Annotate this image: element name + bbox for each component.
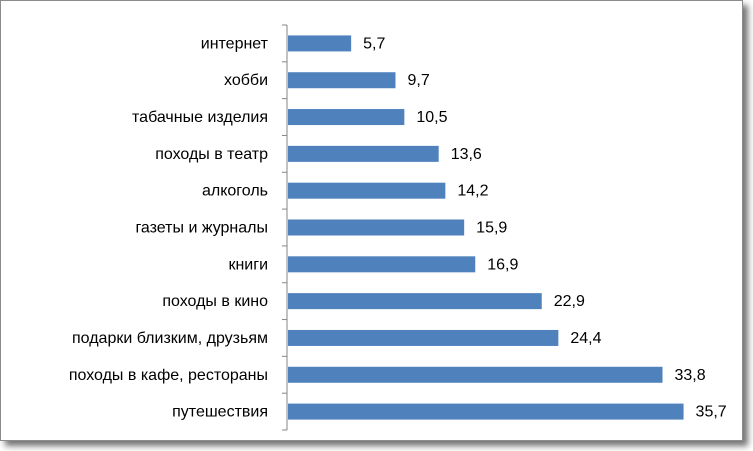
value-label: 35,7 xyxy=(696,404,727,421)
category-label: интернет xyxy=(201,35,269,52)
value-label: 24,4 xyxy=(570,330,601,347)
category-label: походы в кафе, рестораны xyxy=(69,367,268,384)
value-label: 10,5 xyxy=(416,109,447,126)
bar xyxy=(288,72,396,89)
category-labels: путешествия походы в кафе, рестораны подар… xyxy=(69,35,269,420)
bar xyxy=(288,109,405,126)
category-label: путешествия xyxy=(172,404,268,421)
bar xyxy=(288,219,465,236)
value-label: 14,2 xyxy=(457,183,488,200)
bar xyxy=(288,366,663,383)
category-label: походы в театр xyxy=(155,146,268,163)
bar xyxy=(288,35,352,52)
category-label: алкоголь xyxy=(202,183,268,200)
value-label: 9,7 xyxy=(407,72,429,89)
bar xyxy=(288,293,542,310)
bar xyxy=(288,256,476,273)
value-label: 5,7 xyxy=(363,35,385,52)
category-label: подарки близким, друзьям xyxy=(72,330,268,347)
bar xyxy=(288,329,559,346)
category-label: книги xyxy=(228,256,268,273)
chart-frame: путешествия походы в кафе, рестораны подар… xyxy=(0,0,743,441)
category-label: хобби xyxy=(224,72,268,89)
value-label: 15,9 xyxy=(476,220,507,237)
bar-chart: путешествия походы в кафе, рестораны подар… xyxy=(69,24,727,431)
bar xyxy=(288,182,446,199)
value-labels: 35,7 33,8 24,4 22,9 16,9 15,9 14,2 13,6 10,5 9,7 5… xyxy=(363,35,727,420)
category-label: табачные изделия xyxy=(132,109,268,126)
category-label: газеты и журналы xyxy=(135,220,268,237)
y-axis-ticks xyxy=(282,24,287,431)
bar xyxy=(288,145,439,162)
value-label: 13,6 xyxy=(451,146,482,163)
value-label: 16,9 xyxy=(487,256,518,273)
bars-layer xyxy=(288,35,684,420)
value-label: 33,8 xyxy=(675,367,706,384)
category-label: походы в кино xyxy=(162,293,268,310)
value-label: 22,9 xyxy=(554,293,585,310)
bar xyxy=(288,403,684,420)
